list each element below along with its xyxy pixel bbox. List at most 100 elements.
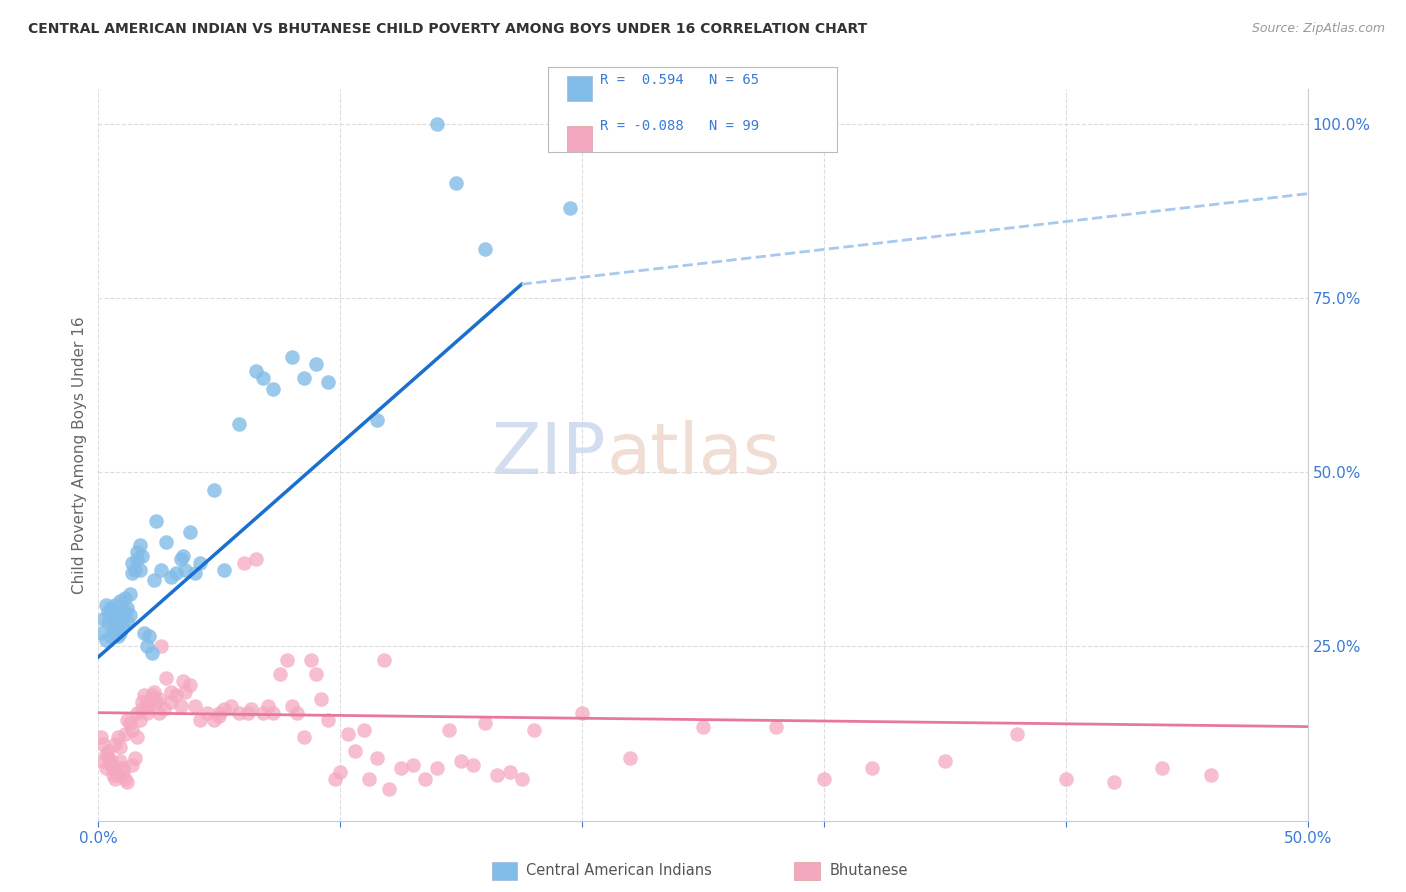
Point <box>269 667 291 681</box>
Point <box>359 772 381 786</box>
Point <box>474 716 496 731</box>
Point <box>128 563 150 577</box>
Point <box>90 730 112 744</box>
Point <box>108 740 131 755</box>
Point <box>336 726 359 740</box>
Point <box>128 713 150 727</box>
Point <box>108 755 131 769</box>
Point <box>97 751 120 765</box>
Point <box>131 549 153 563</box>
Point <box>309 691 332 706</box>
Point <box>179 524 201 539</box>
Point <box>97 744 120 758</box>
Point <box>101 622 124 636</box>
Point <box>305 667 328 681</box>
Point <box>124 563 146 577</box>
Point <box>256 698 278 713</box>
Point <box>262 382 284 396</box>
Point <box>486 768 509 782</box>
Point <box>353 723 375 737</box>
Point <box>184 698 207 713</box>
Point <box>152 702 174 716</box>
Point <box>316 713 339 727</box>
Text: CENTRAL AMERICAN INDIAN VS BHUTANESE CHILD POVERTY AMONG BOYS UNDER 16 CORRELATI: CENTRAL AMERICAN INDIAN VS BHUTANESE CHI… <box>28 22 868 37</box>
Point <box>934 755 956 769</box>
Point <box>108 625 131 640</box>
Point <box>117 775 139 789</box>
Point <box>498 764 520 779</box>
Point <box>131 702 153 716</box>
Point <box>285 706 308 720</box>
Point <box>1152 761 1174 775</box>
Point <box>127 706 149 720</box>
Point <box>104 598 127 612</box>
Point <box>212 563 235 577</box>
Point <box>145 514 167 528</box>
Point <box>135 640 157 654</box>
Point <box>134 688 156 702</box>
Point <box>208 709 231 723</box>
Point <box>366 413 388 427</box>
Point <box>165 688 187 702</box>
Point <box>107 629 129 643</box>
Point <box>124 751 146 765</box>
Point <box>90 625 112 640</box>
Point <box>474 243 496 257</box>
Point <box>100 629 122 643</box>
Point <box>97 615 120 629</box>
Point <box>619 751 641 765</box>
Point <box>101 768 124 782</box>
Point <box>463 758 485 772</box>
Point <box>94 747 117 762</box>
Point <box>104 625 127 640</box>
Point <box>155 671 177 685</box>
Point <box>239 702 262 716</box>
Point <box>184 566 207 581</box>
Point <box>138 629 160 643</box>
Point <box>135 706 157 720</box>
Point <box>571 706 593 720</box>
Point <box>165 566 187 581</box>
Point <box>316 375 339 389</box>
Point <box>134 625 156 640</box>
Point <box>188 713 211 727</box>
Point <box>373 653 395 667</box>
Point <box>228 417 250 431</box>
Point <box>145 695 167 709</box>
Point <box>325 772 347 786</box>
Point <box>329 764 352 779</box>
Point <box>94 598 117 612</box>
Point <box>150 640 173 654</box>
Point <box>160 570 183 584</box>
Point <box>389 761 412 775</box>
Point <box>121 566 143 581</box>
Point <box>101 761 124 775</box>
Point <box>111 608 134 623</box>
Point <box>1054 772 1077 786</box>
Y-axis label: Child Poverty Among Boys Under 16: Child Poverty Among Boys Under 16 <box>72 316 87 594</box>
Point <box>108 594 131 608</box>
Point <box>860 761 883 775</box>
Point <box>114 591 136 605</box>
Point <box>221 698 243 713</box>
Point <box>343 744 366 758</box>
Point <box>238 706 260 720</box>
Point <box>299 653 322 667</box>
Point <box>305 357 328 371</box>
Point <box>212 702 235 716</box>
Text: R = -0.088   N = 99: R = -0.088 N = 99 <box>600 119 759 133</box>
Point <box>204 483 226 497</box>
Point <box>245 364 267 378</box>
Point <box>1102 775 1125 789</box>
Point <box>107 768 129 782</box>
Point <box>135 698 157 713</box>
Point <box>111 761 134 775</box>
Point <box>94 632 117 647</box>
Point <box>402 758 425 772</box>
Point <box>276 653 298 667</box>
Point <box>111 764 134 779</box>
Point <box>148 706 170 720</box>
Point <box>91 612 114 626</box>
Point <box>281 698 304 713</box>
Point <box>450 755 472 769</box>
